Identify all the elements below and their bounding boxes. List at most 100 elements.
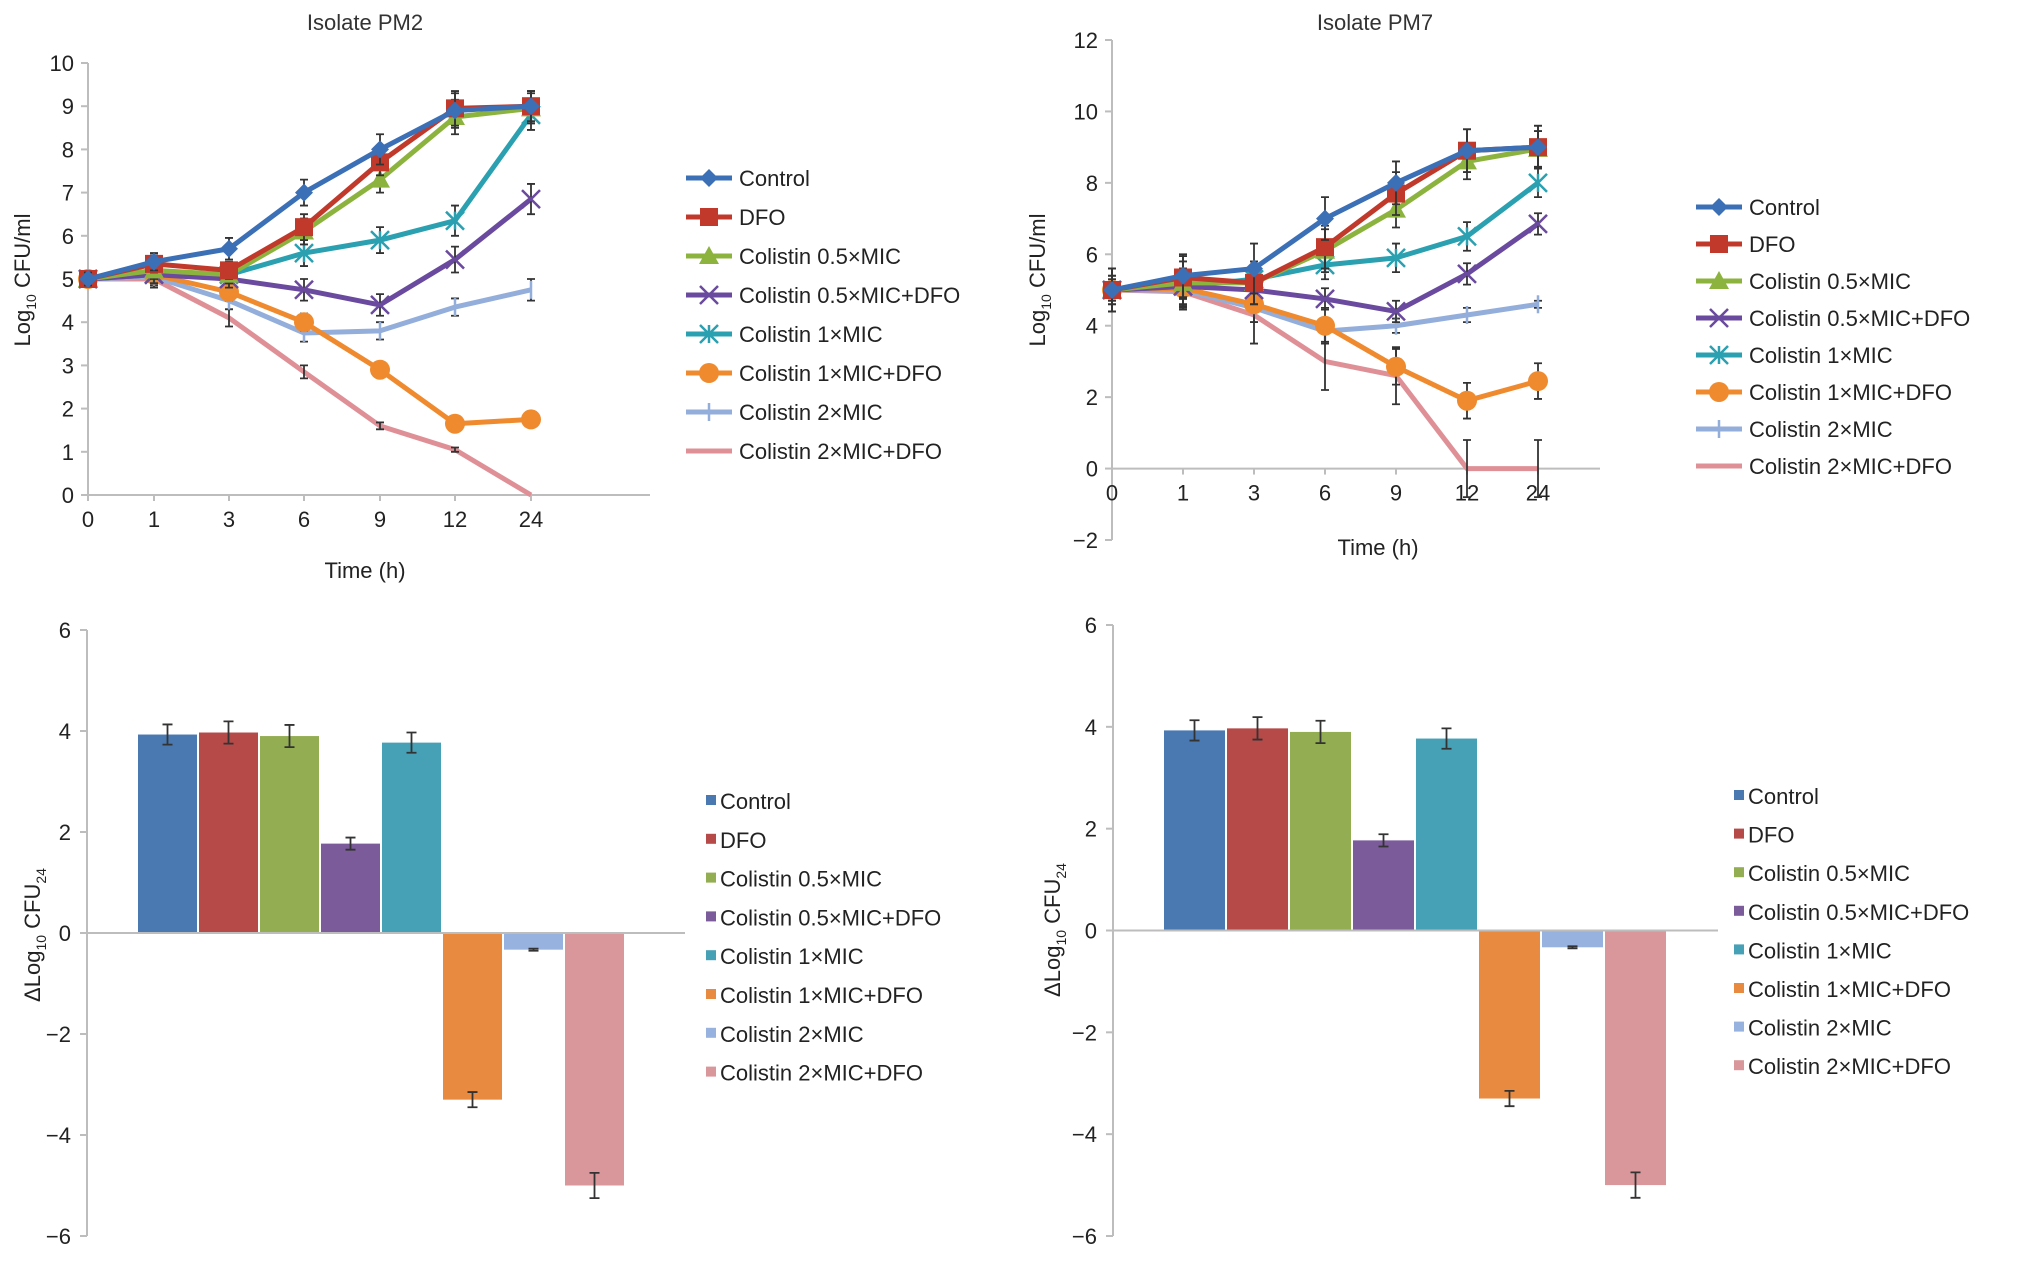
legend-label: Colistin 1×MIC — [1748, 938, 1892, 963]
legend-label: Colistin 2×MIC+DFO — [1749, 454, 1952, 479]
bar — [1479, 930, 1540, 1099]
x-tick-label: 12 — [443, 507, 467, 532]
data-point — [521, 409, 541, 430]
legend-item: Colistin 0.5×MIC — [1734, 861, 1910, 886]
legend-marker — [699, 363, 719, 383]
legend-item: Colistin 0.5×MIC+DFO — [1696, 306, 1970, 331]
x-tick-label: 3 — [1248, 481, 1260, 506]
bar — [504, 933, 563, 950]
y-axis-label: Log10 CFU/ml — [1025, 214, 1054, 347]
legend-item: DFO — [1696, 232, 1795, 257]
legend-label: Colistin 0.5×MIC — [1748, 861, 1910, 886]
y-tick-label: 7 — [62, 181, 74, 206]
legend-item: Colistin 2×MIC+DFO — [1696, 454, 1952, 479]
legend: Control DFO Colistin 0.5×MIC Colistin 0.5×M… — [1734, 784, 1969, 1079]
legend-swatch — [706, 872, 716, 883]
y-tick-label: 4 — [1086, 314, 1098, 339]
x-axis-label: Time (h) — [1337, 535, 1418, 560]
legend-item: Colistin 1×MIC+DFO — [706, 983, 923, 1008]
y-tick-label: 6 — [1085, 613, 1097, 638]
y-axis-label-subscript: 10 — [23, 294, 39, 310]
legend-marker — [699, 246, 719, 264]
data-point — [1528, 371, 1548, 392]
legend-swatch — [1734, 1060, 1744, 1071]
y-axis-label: ΔLog10 CFU24 — [1040, 863, 1069, 997]
legend-item: Colistin 2×MIC — [1734, 1016, 1892, 1041]
bar — [260, 736, 319, 933]
legend-label: Colistin 0.5×MIC+DFO — [1749, 306, 1970, 331]
y-axis-label-rest: CFU/ml — [1025, 214, 1050, 295]
error-bar — [1463, 439, 1471, 499]
legend-swatch — [1734, 944, 1744, 955]
y-tick-label: 4 — [1085, 715, 1097, 740]
legend-item: Colistin 2×MIC — [706, 1022, 864, 1047]
data-point — [370, 169, 390, 188]
y-tick-label: 8 — [62, 137, 74, 162]
y-axis-label-rest: CFU/ml — [10, 214, 35, 295]
x-tick-label: 6 — [298, 507, 310, 532]
data-point — [295, 183, 313, 202]
legend-item: Colistin 1×MIC — [686, 322, 883, 347]
legend-label: Colistin 1×MIC — [1749, 343, 1893, 368]
chart-title: Isolate PM7 — [1317, 10, 1433, 35]
x-tick-label: 3 — [223, 507, 235, 532]
y-tick-label: 2 — [62, 397, 74, 422]
legend-label: Colistin 2×MIC+DFO — [720, 1061, 923, 1086]
legend-item: Colistin 1×MIC — [706, 944, 864, 969]
legend-item: Colistin 2×MIC+DFO — [706, 1061, 923, 1086]
legend-label: DFO — [720, 828, 766, 853]
data-point — [220, 261, 238, 280]
legend: Control DFO Colistin 0.5×MIC Colistin 0.5×M… — [686, 166, 960, 464]
legend-item: Colistin 0.5×MIC — [686, 244, 901, 269]
legend-item: Colistin 1×MIC+DFO — [1734, 977, 1951, 1002]
legend-label: Colistin 2×MIC — [739, 400, 883, 425]
legend-label: Control — [720, 789, 791, 814]
y-tick-label: −2 — [46, 1022, 71, 1047]
y-tick-label: 4 — [59, 719, 71, 744]
y-tick-label: 10 — [1074, 99, 1098, 124]
y-tick-label: 1 — [62, 440, 74, 465]
legend-item: Colistin 0.5×MIC — [1696, 269, 1911, 294]
y-tick-label: 8 — [1086, 171, 1098, 196]
data-point — [145, 252, 163, 271]
legend-item: Colistin 0.5×MIC+DFO — [686, 283, 960, 308]
legend-label: DFO — [1748, 823, 1794, 848]
data-point — [1316, 209, 1334, 228]
y-tick-label: −6 — [1072, 1224, 1097, 1249]
y-tick-label: 2 — [1086, 385, 1098, 410]
legend-item: Control — [1696, 195, 1820, 220]
x-tick-label: 6 — [1319, 481, 1331, 506]
error-bar — [284, 724, 295, 749]
y-tick-label: 3 — [62, 353, 74, 378]
x-tick-label: 9 — [374, 507, 386, 532]
legend-label: Colistin 2×MIC — [1748, 1016, 1892, 1041]
data-point — [445, 413, 465, 434]
data-point — [1528, 214, 1548, 234]
legend-item: Colistin 0.5×MIC+DFO — [1734, 900, 1969, 925]
bar — [1164, 730, 1225, 931]
error-bar — [300, 364, 308, 380]
error-bar — [1567, 945, 1578, 950]
data-point — [446, 101, 464, 120]
legend-marker — [700, 208, 718, 226]
data-point — [1316, 238, 1334, 257]
error-bar — [1189, 719, 1200, 742]
legend-swatch — [706, 911, 716, 922]
data-point — [522, 97, 540, 116]
legend-item: Colistin 1×MIC — [1734, 938, 1892, 963]
x-tick-label: 0 — [1106, 481, 1118, 506]
legend-label: Colistin 0.5×MIC — [739, 244, 901, 269]
bar — [199, 732, 258, 933]
y-axis-label-subscript: 10 — [33, 935, 49, 951]
legend-marker — [1710, 198, 1728, 216]
y-tick-label: −2 — [1073, 528, 1098, 553]
legend-item: Colistin 1×MIC+DFO — [686, 361, 942, 386]
data-point — [1174, 266, 1192, 285]
x-tick-label: 24 — [519, 507, 543, 532]
error-bar — [376, 421, 384, 431]
legend-label: DFO — [739, 205, 785, 230]
